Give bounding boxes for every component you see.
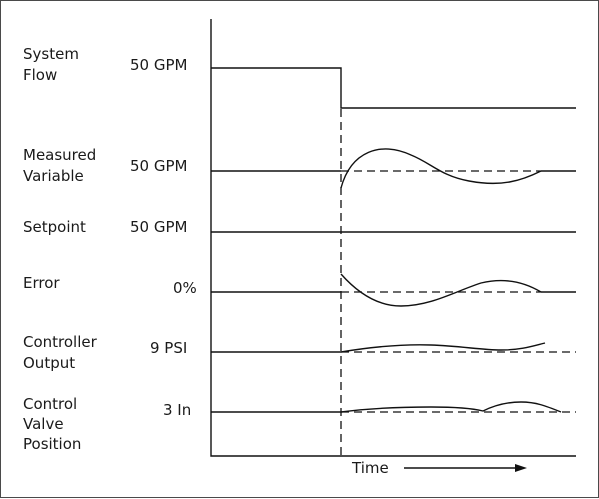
label-system-flow-1: System: [23, 45, 79, 63]
value-setpoint: 50 GPM: [130, 218, 187, 236]
label-measured-variable-2: Variable: [23, 167, 84, 185]
trace-system-flow: [211, 67, 576, 109]
trace-valve-position-response: [340, 401, 562, 413]
value-measured-variable: 50 GPM: [130, 157, 187, 175]
value-controller-output: 9 PSI: [150, 339, 187, 357]
value-control-valve-position: 3 In: [163, 401, 191, 419]
label-measured-variable-1: Measured: [23, 146, 96, 164]
label-control-valve-position-3: Position: [23, 435, 81, 453]
trace-controller-output-response: [340, 342, 546, 353]
time-arrow-head-icon: [515, 464, 527, 472]
label-error: Error: [23, 274, 60, 292]
trace-error-response: [340, 273, 542, 307]
value-system-flow: 50 GPM: [130, 56, 187, 74]
chart-axes: [210, 19, 576, 457]
trace-measured-variable-response: [340, 148, 542, 189]
label-control-valve-position-2: Valve: [23, 415, 64, 433]
label-controller-output-2: Output: [23, 354, 75, 372]
label-control-valve-position-1: Control: [23, 395, 77, 413]
label-controller-output-1: Controller: [23, 333, 98, 351]
label-setpoint: Setpoint: [23, 218, 86, 236]
label-system-flow-2: Flow: [23, 66, 57, 84]
value-error: 0%: [173, 279, 197, 297]
x-axis-label: Time: [351, 459, 389, 477]
